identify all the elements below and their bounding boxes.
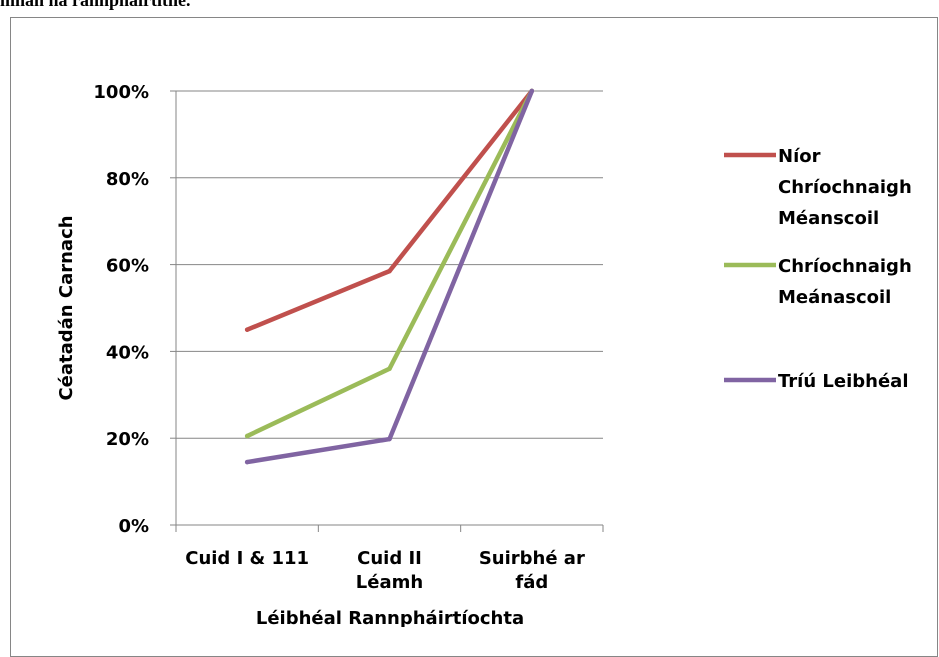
figure-caption: mhán na rannpháirtíthe. [0, 0, 191, 10]
legend-label: Chríochnaigh [778, 256, 912, 277]
data-point [387, 436, 392, 442]
legend-label: Meánascoil [778, 287, 891, 308]
y-tick-label: 40% [106, 342, 149, 363]
y-tick-label: 100% [93, 82, 149, 103]
legend-label: Níor [778, 146, 821, 167]
y-tick-label: 80% [106, 169, 149, 190]
data-point [244, 433, 250, 439]
x-tick-label: fád [515, 572, 548, 593]
y-tick-label: 0% [118, 516, 149, 537]
y-axis-title: Céatadán Carnach [56, 215, 77, 400]
x-tick-label: Cuid II [357, 548, 422, 569]
data-point [387, 366, 392, 372]
data-point [244, 327, 250, 332]
y-tick-label: 20% [106, 429, 149, 450]
x-tick-label: Léamh [356, 572, 423, 593]
x-tick-label: Cuid I & 111 [185, 548, 309, 569]
y-tick-label: 60% [106, 256, 149, 277]
x-axis-title: Léibhéal Rannpháirtíochta [256, 608, 524, 627]
data-point [529, 88, 535, 94]
legend-label: Chríochnaigh [778, 177, 912, 198]
data-point [387, 268, 392, 274]
series-line [244, 88, 535, 332]
legend-label: Tríú Leibhéal [778, 371, 909, 392]
data-point [244, 459, 250, 465]
x-tick-label: Suirbhé ar [479, 548, 585, 569]
line-chart: 0% 20% 40% 60% 80% 100% Cuid I & 111 Cuid II Léa… [56, 82, 912, 627]
chart-frame [10, 17, 938, 657]
legend-label: Méanscoil [778, 208, 879, 229]
